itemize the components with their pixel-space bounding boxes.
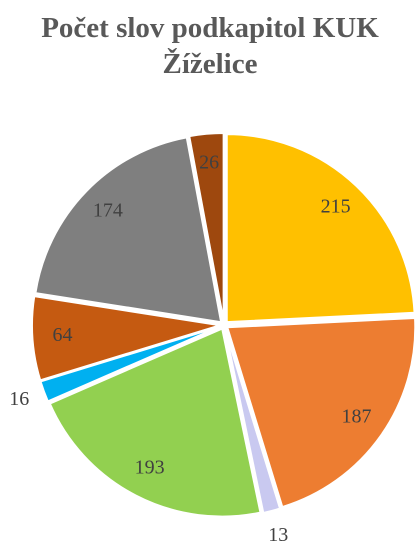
pie-slice [39, 325, 221, 403]
pie-slice [48, 327, 262, 518]
data-label: 16 [9, 388, 29, 410]
data-label: 187 [342, 406, 372, 428]
pie-slice [31, 294, 221, 382]
pie-slice [225, 133, 416, 324]
pie-slice [188, 132, 225, 322]
data-label: 64 [52, 324, 72, 346]
pie-slice [224, 328, 282, 515]
pie-slice [34, 136, 223, 324]
data-label: 13 [268, 524, 288, 546]
data-label: 215 [321, 195, 351, 217]
data-label: 193 [135, 456, 165, 478]
pie-slice [225, 316, 417, 509]
chart-title: Počet slov podkapitol KUK Žíželice [41, 12, 379, 80]
data-label: 26 [199, 151, 219, 173]
data-label: 174 [93, 200, 123, 222]
